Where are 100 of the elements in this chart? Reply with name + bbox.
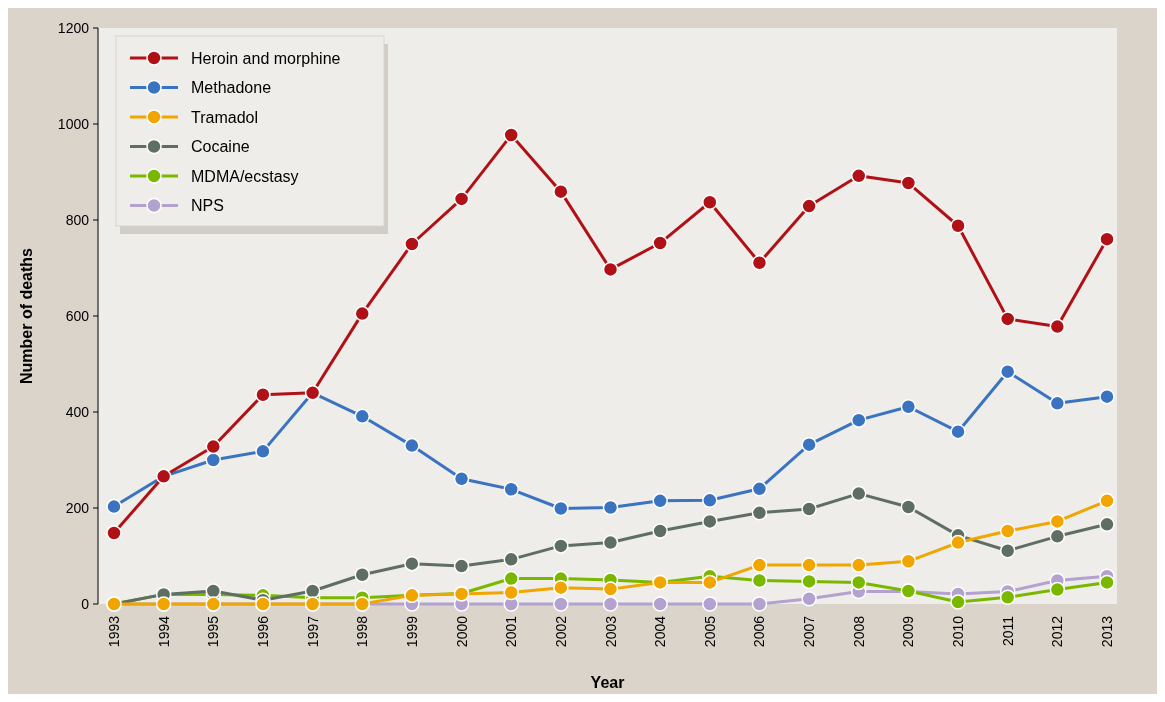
point bbox=[702, 194, 718, 210]
point bbox=[553, 579, 569, 596]
point bbox=[801, 501, 817, 517]
point bbox=[851, 168, 867, 184]
point bbox=[503, 551, 519, 568]
point bbox=[503, 570, 519, 587]
point bbox=[503, 584, 519, 601]
x-tick-label: 1993 bbox=[106, 615, 122, 648]
point bbox=[404, 236, 420, 252]
point bbox=[553, 500, 569, 517]
point bbox=[999, 311, 1016, 327]
point bbox=[900, 499, 917, 515]
point bbox=[1049, 513, 1066, 530]
x-tick-label: 2007 bbox=[801, 615, 818, 648]
point bbox=[900, 398, 917, 415]
point bbox=[354, 408, 370, 425]
point bbox=[304, 583, 321, 599]
point bbox=[702, 596, 718, 612]
point bbox=[1049, 581, 1066, 598]
point bbox=[503, 481, 519, 498]
point bbox=[751, 505, 768, 521]
point bbox=[851, 485, 867, 502]
point bbox=[106, 525, 122, 541]
point bbox=[652, 235, 668, 251]
point bbox=[851, 574, 867, 591]
x-tick-label: 1994 bbox=[155, 615, 172, 648]
point bbox=[950, 594, 966, 610]
point bbox=[255, 386, 271, 403]
legend-label: Tramadol bbox=[191, 108, 258, 126]
point bbox=[652, 493, 668, 509]
point bbox=[453, 558, 470, 574]
y-tick-label: 0 bbox=[81, 595, 90, 612]
point bbox=[602, 581, 619, 597]
point bbox=[1099, 574, 1115, 591]
point bbox=[1049, 528, 1066, 545]
point bbox=[702, 513, 718, 530]
x-tick-label: 2000 bbox=[453, 615, 470, 648]
point bbox=[801, 436, 817, 453]
point bbox=[404, 555, 420, 572]
y-tick-label: 200 bbox=[65, 499, 90, 516]
point bbox=[404, 437, 420, 454]
x-tick-label: 2010 bbox=[950, 615, 967, 648]
point bbox=[1099, 493, 1115, 509]
point bbox=[999, 523, 1016, 539]
point bbox=[354, 566, 370, 583]
point bbox=[602, 534, 619, 551]
x-tick-label: 1999 bbox=[403, 615, 420, 648]
point bbox=[503, 127, 519, 143]
point bbox=[1099, 231, 1115, 247]
y-tick-label: 1200 bbox=[57, 19, 90, 36]
x-tick-label: 2006 bbox=[751, 615, 768, 648]
point bbox=[453, 191, 470, 207]
point bbox=[602, 596, 619, 612]
point bbox=[702, 492, 718, 509]
x-tick-label: 2003 bbox=[602, 615, 619, 648]
point bbox=[751, 481, 768, 497]
point bbox=[1049, 395, 1066, 412]
point bbox=[106, 498, 122, 515]
x-tick-label: 1995 bbox=[205, 615, 222, 648]
legend-label: NPS bbox=[191, 197, 224, 215]
point bbox=[553, 538, 569, 554]
x-tick-label: 2013 bbox=[1099, 615, 1115, 648]
point bbox=[751, 557, 768, 573]
point bbox=[453, 470, 470, 487]
x-tick-label: 2002 bbox=[552, 615, 569, 648]
legend-label: Cocaine bbox=[191, 138, 250, 156]
point bbox=[900, 175, 917, 191]
point bbox=[751, 572, 768, 589]
y-tick-label: 600 bbox=[65, 307, 90, 324]
point bbox=[205, 583, 222, 599]
point bbox=[602, 499, 619, 516]
x-tick-label: 2012 bbox=[1049, 615, 1066, 648]
point bbox=[950, 534, 966, 551]
point bbox=[851, 557, 867, 573]
x-tick-label: 2011 bbox=[999, 615, 1016, 647]
x-tick-label: 2005 bbox=[701, 615, 718, 648]
x-tick-label: 1998 bbox=[354, 615, 371, 648]
y-axis-title: Number of deaths bbox=[18, 247, 35, 385]
point bbox=[702, 574, 718, 591]
x-tick-label: 2004 bbox=[652, 615, 669, 648]
point bbox=[950, 423, 966, 440]
legend-label: MDMA/ecstasy bbox=[191, 167, 299, 185]
point bbox=[801, 573, 817, 590]
point bbox=[999, 363, 1016, 380]
point bbox=[801, 198, 817, 214]
point bbox=[602, 261, 619, 278]
point bbox=[205, 438, 222, 455]
point bbox=[205, 452, 222, 468]
point bbox=[1049, 318, 1066, 335]
x-tick-label: 1996 bbox=[254, 615, 271, 648]
point bbox=[1099, 516, 1115, 533]
point bbox=[999, 542, 1016, 559]
point bbox=[652, 596, 668, 612]
point bbox=[900, 553, 917, 570]
x-tick-label: 1997 bbox=[304, 615, 321, 648]
point bbox=[751, 596, 768, 612]
point bbox=[652, 523, 668, 539]
x-tick-label: 2009 bbox=[900, 615, 917, 648]
y-tick-label: 1000 bbox=[57, 115, 90, 132]
point bbox=[950, 218, 966, 234]
